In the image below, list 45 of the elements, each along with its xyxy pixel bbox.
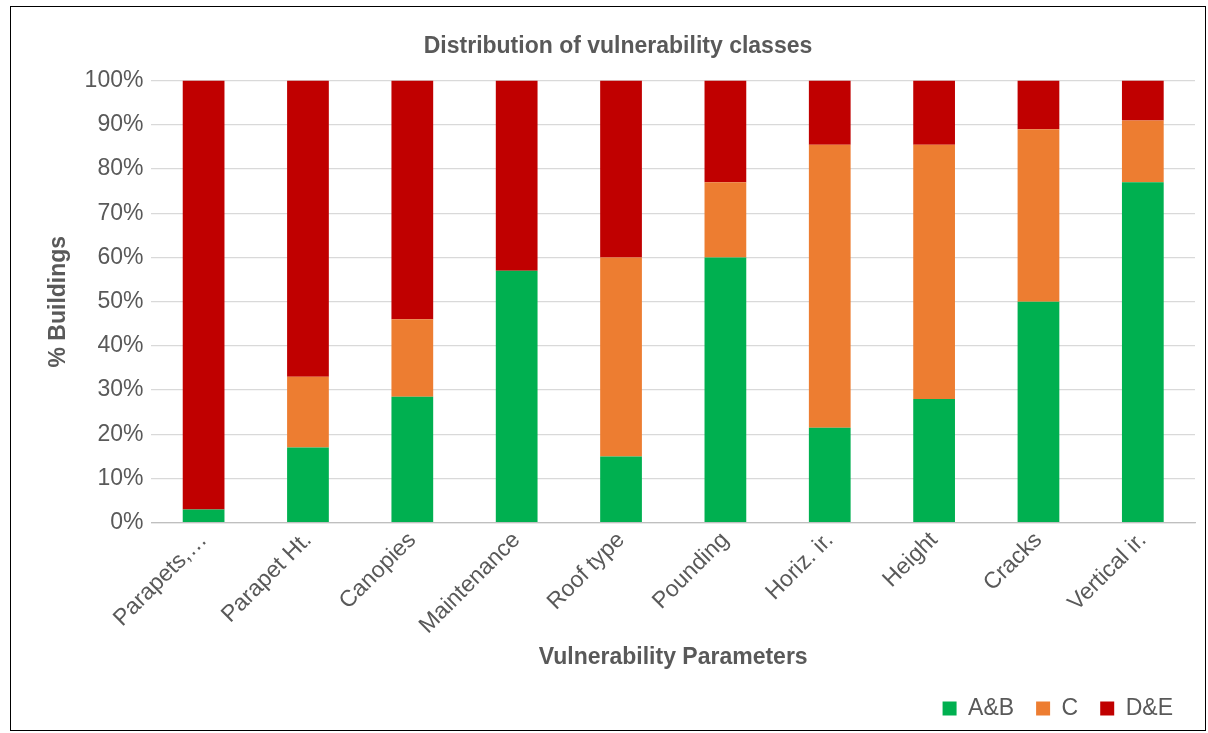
x-axis-title: Vulnerability Parameters: [538, 642, 808, 669]
bar: [287, 80, 329, 377]
y-tick-label: 50%: [97, 287, 144, 314]
y-tick-label: 10%: [97, 463, 144, 490]
bar: [287, 376, 329, 448]
bar: [391, 319, 434, 397]
bar: [704, 257, 747, 523]
y-tick-label: 0%: [110, 508, 144, 535]
y-tick-label: 80%: [97, 154, 144, 181]
legend-label: C: [1061, 693, 1079, 720]
bar: [1017, 80, 1060, 130]
bar: [1121, 80, 1164, 121]
bar: [391, 396, 434, 523]
bar: [1017, 301, 1060, 523]
bar: [495, 80, 538, 271]
bar: [913, 80, 955, 145]
bar: [182, 80, 225, 510]
legend-label: D&E: [1125, 693, 1174, 720]
bar: [704, 182, 747, 258]
y-tick-label: 20%: [97, 419, 144, 446]
y-tick-label: 70%: [97, 198, 144, 225]
bar: [704, 80, 747, 183]
y-axis-title: % Buildings: [44, 235, 71, 368]
bar: [391, 80, 434, 320]
bar: [808, 80, 851, 145]
bar: [913, 398, 955, 523]
chart-title: Distribution of vulnerability classes: [423, 32, 813, 59]
legend-label: A&B: [968, 693, 1015, 720]
bar: [913, 144, 955, 399]
bar: [600, 456, 642, 523]
bar: [495, 270, 538, 523]
y-tick-label: 100%: [84, 65, 144, 92]
bar: [287, 447, 329, 523]
y-tick-label: 90%: [97, 110, 144, 137]
bar: [808, 427, 851, 523]
y-tick-label: 30%: [97, 375, 144, 402]
bar: [1121, 120, 1164, 183]
y-tick-label: 40%: [97, 331, 144, 358]
bar: [600, 80, 642, 258]
y-tick-label: 60%: [97, 242, 144, 269]
bar: [600, 257, 642, 457]
bar: [808, 144, 851, 428]
bar: [1121, 182, 1164, 523]
bar: [182, 509, 225, 523]
bar: [1017, 129, 1060, 302]
